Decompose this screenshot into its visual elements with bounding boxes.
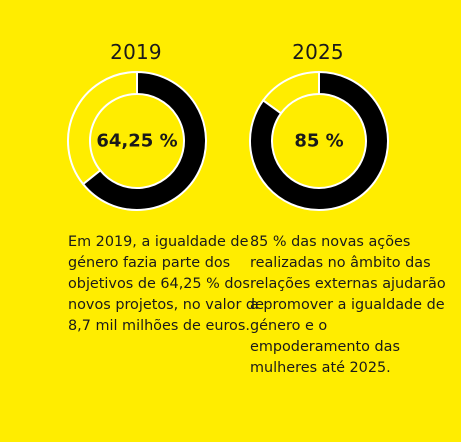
chart-title: 2019 [110, 40, 162, 64]
donut-remainder-arc [67, 70, 138, 186]
donut-center-label: 64,25 % [96, 131, 177, 152]
donut-center-label: 85 % [294, 131, 343, 152]
chart-title: 2025 [292, 40, 344, 64]
chart-description: 85 % das novas ações realizadas no âmbit… [250, 234, 446, 376]
donut-chart: 64,25 % [67, 70, 207, 211]
chart-description: Em 2019, a igualdade de género fazia par… [68, 234, 264, 334]
donut-chart: 85 % [249, 70, 389, 211]
donut-value-arc [249, 70, 389, 211]
donut-value-arc [81, 70, 207, 211]
